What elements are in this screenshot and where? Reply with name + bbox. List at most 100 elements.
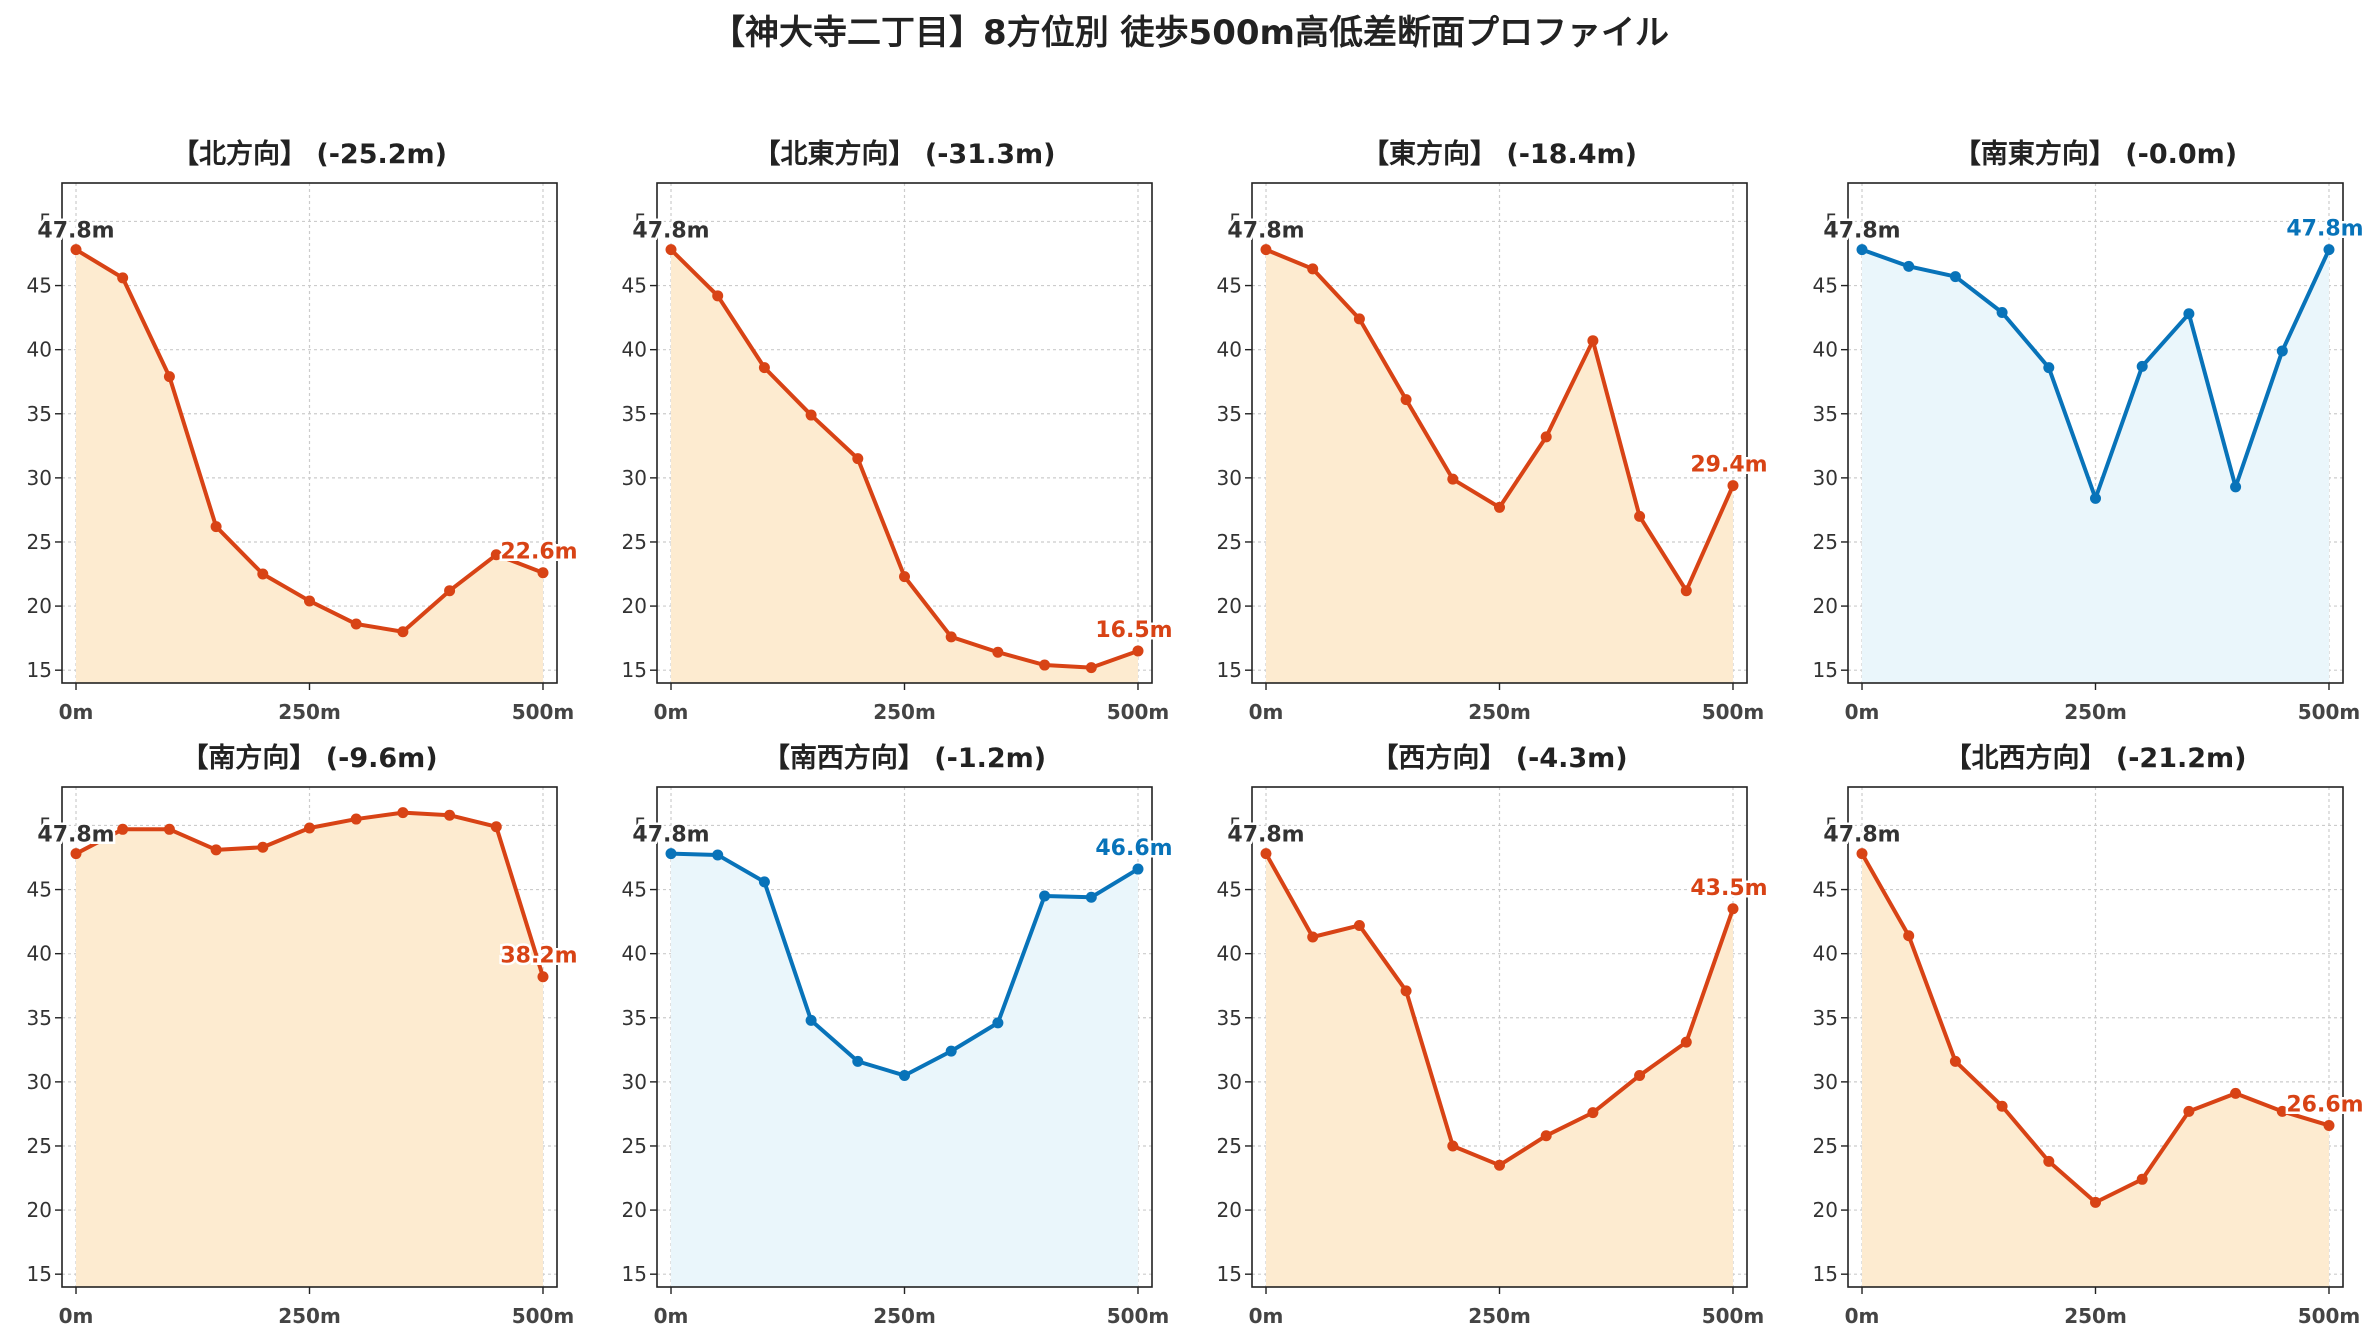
data-point (2230, 481, 2242, 493)
data-point (852, 1055, 864, 1067)
data-point (1587, 1107, 1599, 1119)
data-point (490, 549, 502, 561)
y-tick-label: 35 (1217, 1006, 1242, 1030)
data-point (945, 1045, 957, 1057)
data-point (992, 646, 1004, 658)
x-tick-label: 500m (1107, 1304, 1170, 1328)
y-tick-label: 35 (1217, 402, 1242, 426)
y-tick-label: 30 (27, 466, 52, 490)
data-point (2276, 1105, 2288, 1117)
data-point (2230, 1087, 2242, 1099)
y-tick-label: 35 (1813, 1006, 1838, 1030)
y-tick-label: 15 (622, 1262, 647, 1286)
x-tick-label: 500m (512, 1304, 575, 1328)
y-tick-label: 5 (39, 813, 52, 837)
start-elevation-label: 47.8m (632, 219, 709, 244)
data-point (758, 876, 770, 888)
start-elevation-label: 47.8m (37, 823, 114, 848)
y-tick-label: 25 (1217, 1134, 1242, 1158)
x-tick-label: 500m (512, 700, 575, 724)
data-point (1132, 645, 1144, 657)
y-tick-label: 15 (27, 1262, 52, 1286)
data-point (70, 848, 82, 860)
y-tick-label: 45 (1217, 274, 1242, 298)
data-point (1727, 480, 1739, 492)
data-point (945, 631, 957, 643)
x-tick-label: 0m (654, 700, 689, 724)
y-tick-label: 45 (622, 274, 647, 298)
y-tick-label: 35 (622, 402, 647, 426)
data-point (163, 371, 175, 383)
x-tick-label: 500m (1107, 700, 1170, 724)
data-point (1039, 659, 1051, 671)
y-tick-label: 20 (27, 1198, 52, 1222)
y-tick-label: 35 (27, 402, 52, 426)
start-elevation-label: 47.8m (1227, 823, 1304, 848)
data-point (257, 568, 269, 580)
y-tick-label: 15 (1217, 658, 1242, 682)
data-point (1494, 501, 1505, 513)
x-tick-label: 250m (278, 1304, 341, 1328)
y-tick-label: 20 (1217, 594, 1242, 618)
end-elevation-label: 38.2m (500, 944, 577, 969)
data-point (163, 823, 175, 835)
x-tick-label: 0m (59, 1304, 94, 1328)
data-point (1856, 244, 1868, 256)
data-point (537, 567, 549, 579)
data-point (2136, 360, 2148, 372)
data-point (852, 453, 864, 465)
data-point (1996, 306, 2008, 318)
profile-panel: 【南方向】 (-9.6m) 15 20 25 30 35 40 45 5 0m 250m 500m 47… (27, 742, 581, 1328)
data-point (992, 1017, 1004, 1029)
y-tick-label: 30 (622, 1070, 647, 1094)
data-point (2183, 1105, 2195, 1117)
panel-title: 【西方向】 (-4.3m) (1371, 742, 1627, 774)
y-tick-label: 20 (622, 594, 647, 618)
data-point (2276, 345, 2288, 357)
elevation-area (76, 812, 543, 1287)
start-elevation-label: 47.8m (1823, 823, 1900, 848)
panel-title: 【東方向】 (-18.4m) (1362, 138, 1637, 170)
profile-panel: 【南東方向】 (-0.0m) 15 20 25 30 35 40 45 5 0m 250m 500m 4… (1813, 138, 2367, 724)
y-tick-label: 40 (27, 942, 52, 966)
y-tick-label: 30 (27, 1070, 52, 1094)
panel-title: 【南西方向】 (-1.2m) (763, 742, 1046, 774)
y-tick-label: 25 (622, 530, 647, 554)
y-tick-label: 5 (1825, 209, 1838, 233)
data-point (350, 813, 362, 825)
y-tick-label: 45 (27, 274, 52, 298)
data-point (1447, 1140, 1459, 1152)
data-point (1039, 890, 1051, 902)
y-tick-label: 35 (622, 1006, 647, 1030)
x-tick-label: 500m (2298, 700, 2361, 724)
data-point (537, 971, 549, 983)
data-point (1400, 985, 1412, 997)
data-point (1856, 848, 1868, 860)
y-tick-label: 5 (634, 209, 647, 233)
y-tick-label: 40 (1217, 338, 1242, 362)
y-tick-label: 30 (1217, 1070, 1242, 1094)
data-point (1307, 931, 1319, 943)
data-point (1680, 585, 1692, 597)
start-elevation-label: 47.8m (37, 219, 114, 244)
data-point (1540, 431, 1552, 443)
data-point (1634, 1069, 1646, 1081)
y-tick-label: 40 (622, 942, 647, 966)
data-point (304, 822, 315, 834)
panel-title: 【南方向】 (-9.6m) (181, 742, 437, 774)
data-point (1903, 930, 1915, 942)
profile-panel: 【北東方向】 (-31.3m) 15 20 25 30 35 40 45 5 0m 250m 500m… (622, 138, 1176, 724)
x-tick-label: 250m (2064, 1304, 2127, 1328)
x-tick-label: 0m (1249, 700, 1284, 724)
end-elevation-label: 47.8m (2286, 217, 2363, 242)
y-tick-label: 30 (1217, 466, 1242, 490)
x-tick-label: 250m (1468, 700, 1531, 724)
y-tick-label: 15 (27, 658, 52, 682)
y-tick-label: 15 (1813, 1262, 1838, 1286)
y-tick-label: 20 (1813, 594, 1838, 618)
y-tick-label: 30 (1813, 466, 1838, 490)
y-tick-label: 25 (27, 1134, 52, 1158)
data-point (2323, 1119, 2335, 1131)
data-point (1260, 244, 1272, 256)
